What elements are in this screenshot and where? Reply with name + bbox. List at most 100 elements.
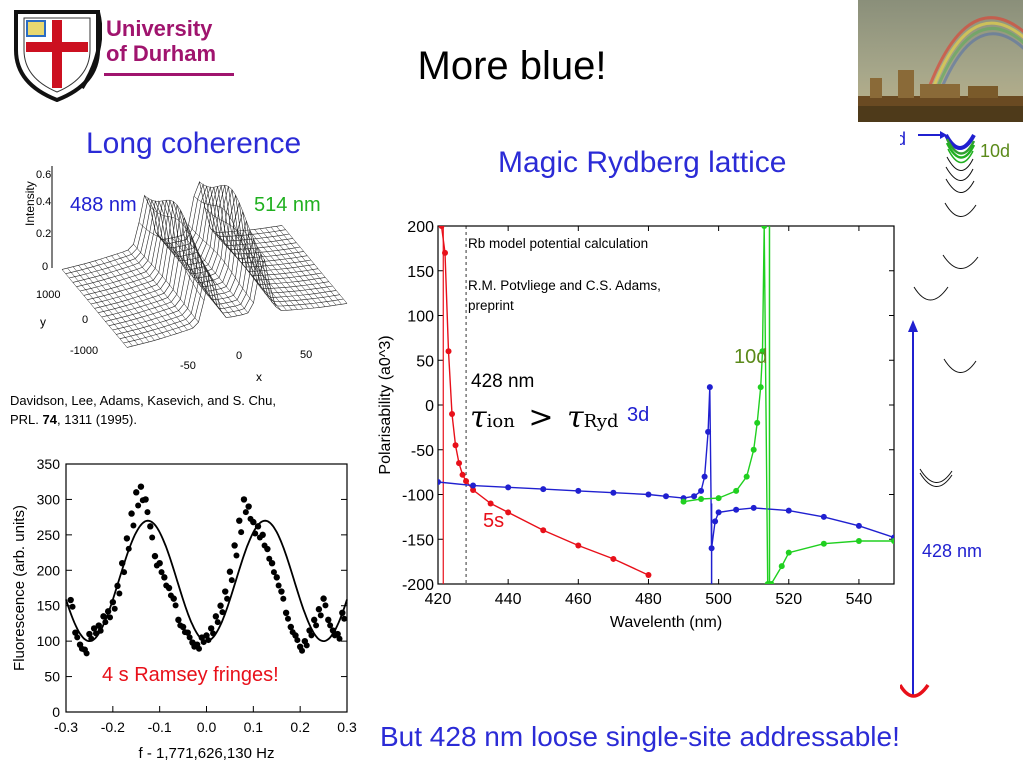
levels-svg: 13d 10d 428 nm	[876, 129, 1010, 698]
y-tick-label: 0	[425, 398, 434, 415]
data-point-10d	[759, 348, 766, 355]
mesh-line	[166, 238, 232, 318]
data-point	[100, 613, 107, 620]
data-point	[259, 531, 266, 539]
ramsey-chart-svg: 0 50 100 150 200 250 300 350 -0.3 -0.2 -0.1 0.0 0.1 0…	[11, 456, 357, 762]
data-point	[156, 560, 163, 567]
greater-than: >	[528, 400, 554, 435]
data-point	[242, 509, 249, 516]
data-point-5s	[456, 460, 463, 467]
data-point	[264, 545, 271, 553]
citation-pages: , 1311 (1995).	[56, 412, 137, 427]
y-tick-label: 0	[52, 704, 60, 720]
data-point-10d	[757, 384, 764, 391]
mesh-line	[237, 230, 304, 310]
footer-statement: But 428 nm loose single-site addressable…	[380, 721, 900, 752]
data-point-3d	[575, 487, 582, 494]
data-point	[67, 596, 74, 604]
data-point	[203, 632, 210, 639]
level-13d	[944, 134, 976, 150]
y-tick-label: 150	[407, 264, 434, 281]
mesh-line	[133, 244, 199, 323]
rainbow-photo	[858, 0, 1023, 122]
data-point	[151, 552, 159, 560]
ztick: 0.6	[36, 169, 51, 181]
data-point	[144, 509, 151, 516]
data-point	[308, 632, 315, 639]
y-tick-label: -100	[402, 488, 434, 505]
label-514nm: 514 nm	[254, 194, 321, 216]
x-tick-label: 480	[635, 591, 662, 608]
university-line2: of Durham	[106, 41, 216, 66]
ground-state-level	[898, 683, 930, 698]
xlabel: x	[256, 370, 262, 384]
data-point	[287, 623, 294, 631]
data-point	[125, 545, 132, 552]
data-point-5s	[505, 509, 512, 516]
level-d-a	[946, 156, 974, 171]
y-tick-label: 300	[37, 491, 61, 507]
citation-journal: PRL.	[10, 412, 43, 427]
slide-title: More blue!	[417, 44, 607, 88]
coherence-surface-plot: Intensity 0.6 0.4 0.2 0 1000 0 -1000 y -…	[12, 160, 362, 388]
data-point	[74, 634, 81, 641]
xtick: -50	[180, 360, 196, 372]
mesh-line	[182, 234, 249, 314]
data-point	[210, 630, 217, 637]
data-point-10d	[761, 226, 768, 229]
university-underline	[104, 73, 234, 76]
data-point-5s	[610, 555, 617, 562]
data-point-10d	[698, 495, 705, 502]
y-tick-label: 50	[44, 669, 60, 685]
y-tick-label: 200	[37, 562, 61, 578]
data-point	[83, 650, 90, 657]
x-tick-label: 0.0	[197, 719, 217, 735]
data-point	[130, 522, 137, 529]
label-428nm-plot: 428 nm	[471, 371, 535, 392]
x-tick-label: -0.1	[148, 719, 172, 735]
ztick: 0.4	[36, 196, 51, 208]
data-point	[121, 569, 128, 576]
label-428nm: 428 nm	[922, 541, 982, 561]
data-point-3d	[712, 518, 719, 525]
data-point-3d	[470, 482, 477, 489]
y-tick-label: 150	[37, 598, 61, 614]
level-d-b	[945, 166, 974, 181]
data-point	[111, 605, 118, 612]
ramsey-fringe-chart: 0 50 100 150 200 250 300 350 -0.3 -0.2 -0.1 0.0 0.1 0…	[0, 450, 365, 768]
data-point	[158, 569, 165, 576]
tau-ion: τ	[470, 400, 487, 435]
data-point-5s	[470, 487, 477, 494]
y-tick-label: -200	[402, 577, 434, 594]
ylabel: y	[40, 315, 46, 329]
data-point-3d	[645, 491, 652, 498]
citation-volume: 74	[42, 412, 57, 427]
data-point	[114, 582, 121, 590]
data-point	[119, 560, 126, 567]
data-point	[184, 629, 191, 636]
data-point	[149, 534, 156, 541]
y-tick-label: -50	[411, 443, 434, 460]
data-point	[334, 630, 341, 638]
mesh-line	[89, 262, 155, 341]
data-point-10d	[680, 498, 687, 505]
data-point	[128, 510, 135, 517]
level-d-c	[945, 178, 975, 193]
data-point	[238, 529, 245, 536]
ytick: 1000	[36, 289, 60, 301]
level-9d	[947, 148, 974, 164]
data-point	[252, 530, 259, 537]
data-point-3d	[698, 487, 705, 494]
data-point-5s	[449, 410, 456, 417]
data-point	[228, 577, 235, 584]
data-point-3d	[438, 478, 441, 485]
mesh-line	[226, 231, 293, 311]
data-point-3d	[715, 509, 722, 516]
x-tick-label: 540	[846, 591, 873, 608]
xtick: 0	[236, 350, 242, 362]
x-axis-label: f - 1,771,626,130 Hz	[139, 745, 275, 762]
data-point	[102, 619, 109, 626]
ramsey-label: 4 s Ramsey fringes!	[102, 664, 279, 686]
surface-plot-svg: Intensity 0.6 0.4 0.2 0 1000 0 -1000 y -…	[23, 166, 348, 384]
ytick: -1000	[70, 345, 98, 357]
